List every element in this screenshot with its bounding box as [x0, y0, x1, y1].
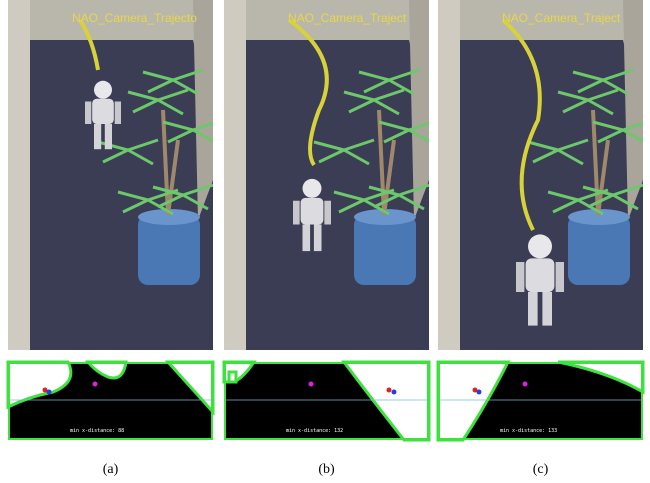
trajectory-label: NAO_Camera_Traject: [502, 11, 621, 25]
leaves: [557, 88, 619, 116]
marker: [308, 381, 314, 387]
robot-head: [302, 178, 322, 198]
robot: [516, 234, 564, 326]
robot-arm: [516, 262, 525, 292]
scene-panel: NAO_Camera_Traject: [438, 0, 643, 350]
left-wall: [8, 0, 30, 350]
right-wall: [193, 0, 213, 220]
leaves: [572, 68, 634, 96]
scene-panel: NAO_Camera_Trajecto: [8, 0, 213, 350]
right-wall: [623, 0, 643, 220]
robot-head: [528, 234, 552, 259]
robot-head: [94, 80, 112, 99]
leaves: [97, 138, 159, 166]
robot-leg: [528, 292, 538, 326]
robot: [85, 80, 121, 150]
leaves: [547, 188, 609, 216]
pot: [138, 215, 200, 285]
marker: [391, 389, 397, 395]
pot-top: [568, 209, 630, 225]
robot: [293, 178, 331, 252]
left-wall: [438, 0, 460, 350]
marker: [522, 381, 528, 387]
marker: [42, 387, 48, 393]
distance-text: min x-distance: 133: [500, 428, 557, 434]
robot-leg: [104, 124, 112, 150]
pot-top: [138, 209, 200, 225]
robot-leg: [542, 292, 552, 326]
marker: [476, 389, 482, 395]
trajectory: [78, 18, 100, 71]
white-region: [227, 370, 238, 384]
marker: [472, 387, 478, 393]
robot-body: [92, 98, 114, 124]
leaves: [343, 88, 405, 116]
vision-panel: min x-distance: 132: [222, 360, 431, 442]
pot: [354, 215, 416, 285]
leaves: [152, 183, 213, 211]
leaves: [333, 188, 395, 216]
leaves: [127, 88, 189, 116]
right-wall: [409, 0, 429, 220]
pot-top: [354, 209, 416, 225]
white-region: [84, 360, 128, 380]
robot-leg: [302, 224, 311, 252]
distance-text: min x-distance: 132: [286, 428, 343, 434]
caption: (c): [533, 462, 549, 477]
leaves: [592, 120, 643, 144]
scene-panel: NAO_Camera_Traject: [224, 0, 429, 350]
robot-body: [300, 197, 324, 225]
robot-arm: [293, 200, 300, 225]
leaves: [358, 68, 420, 96]
vision-border: [8, 362, 213, 440]
robot-arm: [85, 101, 92, 124]
vision-border: [224, 362, 429, 440]
leaves: [142, 68, 204, 96]
leaves: [368, 183, 429, 211]
marker: [92, 381, 98, 387]
robot-leg: [94, 124, 102, 150]
vision-border: [438, 362, 643, 440]
leaves: [162, 120, 213, 144]
vision-panel: min x-distance: 88: [6, 360, 215, 440]
left-wall: [224, 0, 246, 350]
robot-arm: [324, 200, 331, 225]
robot-body: [525, 258, 555, 292]
pot: [568, 215, 630, 285]
marker: [386, 387, 392, 393]
leaves: [527, 138, 589, 166]
trajectory-label: NAO_Camera_Traject: [288, 11, 407, 25]
leaves: [313, 138, 375, 166]
trajectory-label: NAO_Camera_Trajecto: [72, 11, 197, 25]
leaves: [117, 188, 179, 216]
robot-arm: [114, 101, 121, 124]
trajectory: [501, 18, 542, 231]
robot-leg: [313, 224, 322, 252]
trajectory: [287, 18, 329, 167]
leaves: [378, 120, 429, 144]
vision-panel: min x-distance: 133: [436, 360, 645, 442]
caption: (b): [318, 462, 335, 477]
white-region: [6, 360, 73, 410]
caption: (a): [103, 462, 119, 477]
marker: [46, 389, 52, 395]
leaves: [582, 183, 643, 211]
robot-arm: [555, 262, 564, 292]
distance-text: min x-distance: 88: [70, 428, 124, 434]
